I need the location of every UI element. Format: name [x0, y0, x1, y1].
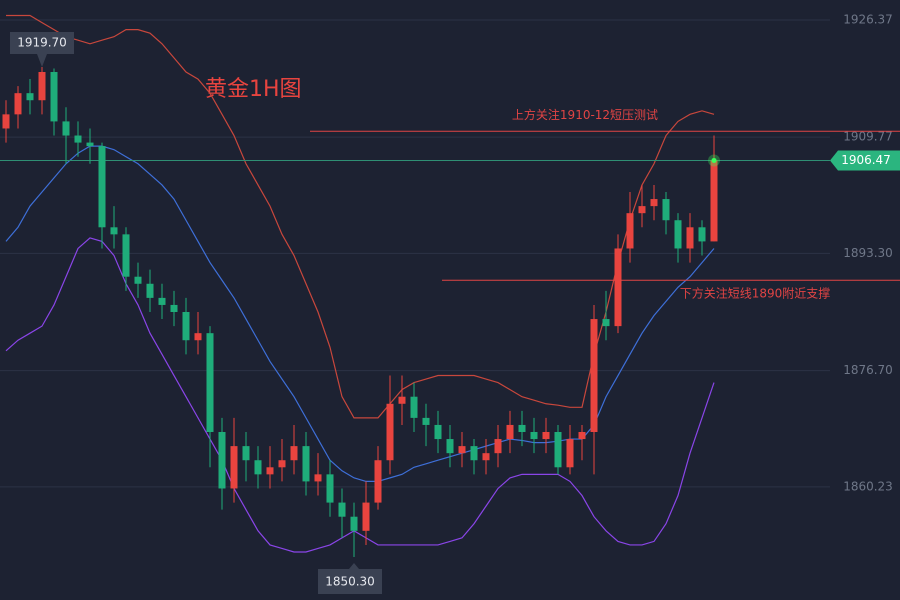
candle-body	[326, 474, 334, 503]
y-tick-label: 1860.23	[843, 479, 893, 493]
candle-body	[542, 432, 550, 440]
candle-body	[290, 446, 298, 461]
candle-body	[518, 424, 526, 432]
candle-body	[482, 453, 490, 461]
candle-body	[458, 446, 466, 454]
candle-body	[314, 474, 322, 482]
candle-body	[338, 502, 346, 517]
candle-body	[662, 199, 670, 221]
candle-body	[410, 396, 418, 418]
candle-body	[614, 248, 622, 327]
candle-body	[134, 276, 142, 284]
band-line	[5, 237, 715, 553]
candle-body	[146, 283, 154, 298]
candle-body	[26, 93, 34, 101]
y-tick-label: 1909.77	[843, 130, 893, 144]
candle-body	[158, 297, 166, 305]
candle-body	[566, 439, 574, 468]
last-price-label: 1906.47	[841, 153, 891, 167]
candle-body	[2, 114, 10, 129]
candle-body	[194, 333, 202, 341]
candle-body	[446, 439, 454, 454]
candle-body	[626, 213, 634, 249]
candle-body	[386, 403, 394, 461]
candle-body	[254, 460, 262, 475]
low-marker-label: 1850.30	[325, 575, 375, 589]
candle-body	[422, 417, 430, 425]
candle-body	[698, 227, 706, 242]
candle-body	[242, 446, 250, 461]
candle-body	[122, 234, 130, 277]
candle-body	[218, 432, 226, 489]
candle-body	[686, 227, 694, 249]
candle-body	[278, 460, 286, 468]
candle-body	[266, 467, 274, 475]
candle-body	[86, 142, 94, 147]
y-tick-label: 1876.70	[843, 363, 893, 377]
y-tick-label: 1926.37	[843, 12, 893, 26]
level-label: 下方关注短线1890附近支撑	[680, 286, 831, 301]
y-tick-label: 1893.30	[843, 246, 893, 260]
high-marker-label: 1919.70	[17, 36, 67, 50]
candle-body	[362, 502, 370, 531]
candle-body	[554, 432, 562, 468]
candle-body	[170, 304, 178, 312]
candle-body	[230, 446, 238, 489]
candle-body	[710, 160, 718, 242]
candle-body	[62, 121, 70, 136]
candle-body	[650, 199, 658, 207]
candle-body	[14, 93, 22, 115]
chart-title: 黄金1H图	[205, 77, 302, 102]
candle-body	[206, 333, 214, 432]
candle-body	[98, 146, 106, 228]
last-price-dot	[711, 157, 717, 163]
candle-body	[350, 516, 358, 531]
candle-body	[434, 424, 442, 440]
candle-body	[494, 439, 502, 454]
candle-body	[398, 396, 406, 404]
candle-body	[530, 432, 538, 440]
candle-body	[578, 432, 586, 440]
candle-body	[590, 319, 598, 432]
high-marker-box	[10, 32, 74, 68]
candle-body	[470, 446, 478, 461]
candle-body	[50, 72, 58, 122]
last-price-tag	[830, 150, 900, 171]
candle-body	[374, 460, 382, 503]
low-marker-box	[318, 562, 382, 594]
candle-body	[302, 446, 310, 482]
candle-body	[506, 424, 514, 440]
candle-body	[110, 227, 118, 235]
candle-body	[638, 206, 646, 214]
level-label: 上方关注1910-12短压测试	[512, 107, 658, 122]
candle-body	[674, 220, 682, 249]
candle-body	[74, 135, 82, 143]
candle-body	[182, 312, 190, 341]
candle-body	[602, 319, 610, 327]
candle-body	[38, 72, 46, 101]
